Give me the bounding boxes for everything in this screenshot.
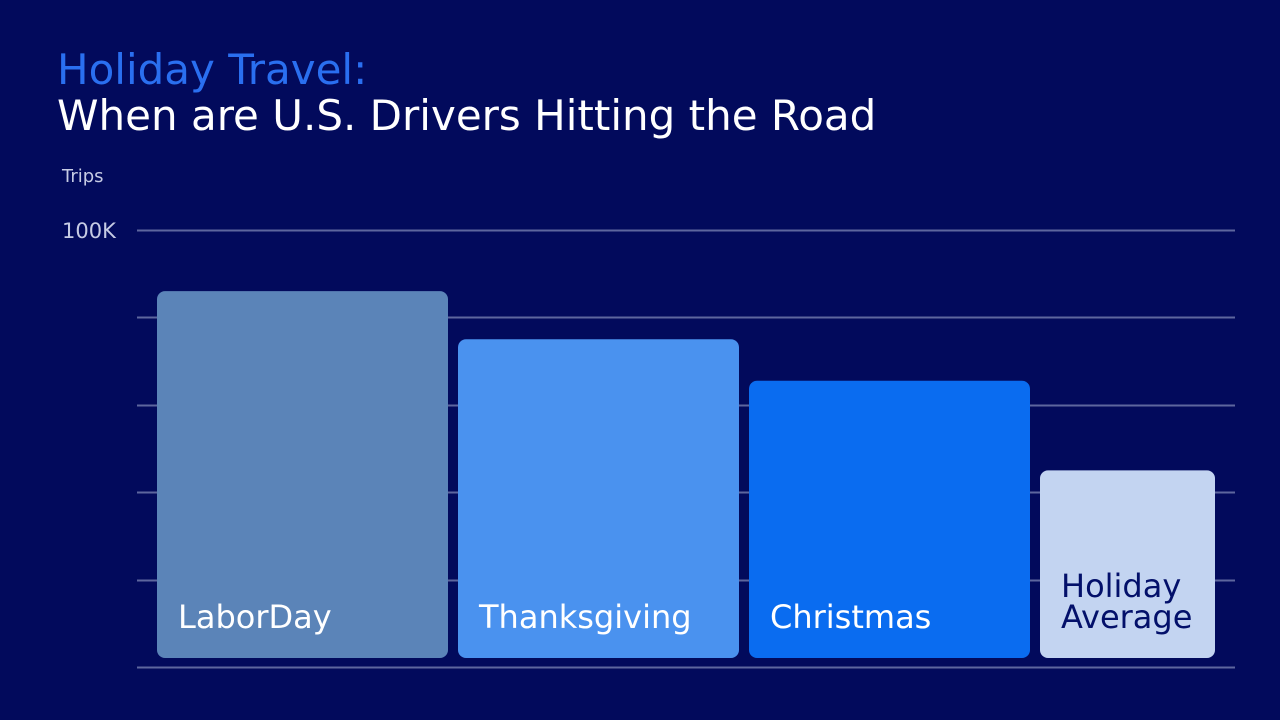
bar-labels: LaborDay Thanksgiving Christmas Holiday Aver…: [178, 567, 1192, 636]
y-axis-label: Trips: [61, 166, 104, 187]
bar-label-laborday: LaborDay: [178, 598, 332, 636]
y-tick-label-0: 100K: [62, 219, 117, 243]
chart-title-line1: Holiday Travel:: [57, 45, 368, 94]
bar-label-thanksgiving: Thanksgiving: [478, 598, 692, 636]
bar-label-christmas: Christmas: [770, 598, 931, 636]
bars: [157, 291, 1215, 658]
y-ticks: 100K: [62, 219, 117, 243]
bar-thanksgiving: [458, 339, 739, 658]
bar-christmas: [749, 380, 1030, 658]
bar-label-holiday-average: Holiday Average: [1061, 567, 1192, 636]
chart-title-line2: When are U.S. Drivers Hitting the Road: [57, 91, 877, 140]
bar-laborday: [157, 291, 448, 658]
bar-holiday-average: [1040, 470, 1215, 658]
